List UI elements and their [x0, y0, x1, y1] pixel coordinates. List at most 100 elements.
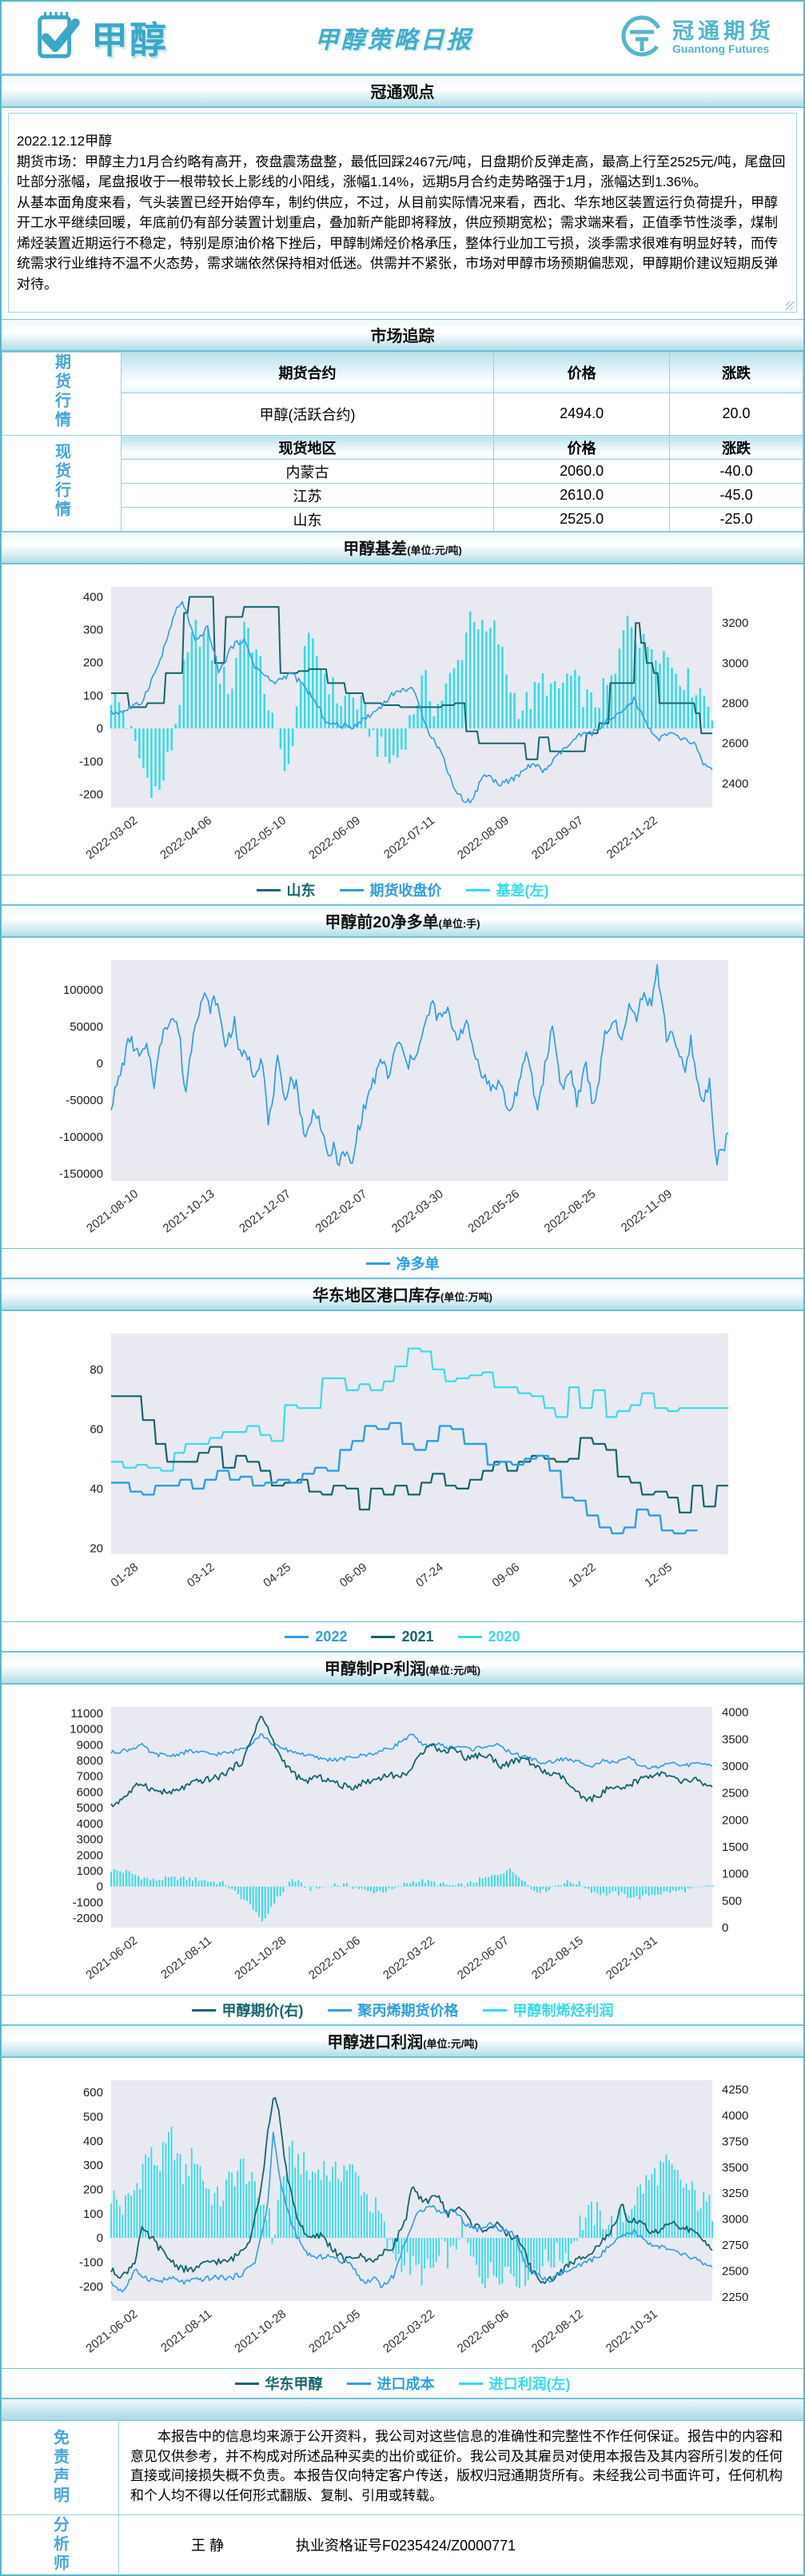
analyst-label: 分析师	[2, 2514, 119, 2574]
svg-text:0: 0	[97, 1880, 103, 1894]
svg-text:2022-09-07: 2022-09-07	[529, 814, 586, 863]
spot-price: 2525.0	[493, 507, 671, 532]
legend-dash-icon	[234, 2382, 259, 2385]
svg-text:09-06: 09-06	[489, 1561, 522, 1590]
market-banner: 市场追踪	[2, 319, 803, 352]
svg-text:4000: 4000	[722, 2109, 748, 2123]
legend-item: 山东	[256, 879, 316, 900]
svg-text:2022-06-09: 2022-06-09	[306, 814, 363, 863]
legend-dash-icon	[465, 888, 490, 891]
svg-text:50000: 50000	[70, 1020, 103, 1034]
svg-text:2022-02-07: 2022-02-07	[313, 1187, 369, 1236]
svg-text:12-05: 12-05	[642, 1561, 675, 1590]
svg-text:2021-10-13: 2021-10-13	[161, 1187, 217, 1236]
net-long-chart: 100000 50000 0 -50000 -100000 -150000 2021-08-…	[2, 938, 803, 1248]
section-banner: 甲醇进口利润(单位:元/吨)	[2, 2025, 803, 2058]
spot-header-change: 涨跌	[669, 435, 803, 460]
spot-change: -25.0	[669, 507, 803, 532]
svg-text:2021-08-11: 2021-08-11	[158, 1934, 214, 1982]
svg-text:3000: 3000	[77, 1833, 103, 1847]
svg-text:2250: 2250	[722, 2291, 748, 2304]
market-table: 期货行情 期货合约 价格 涨跌 甲醇(活跃合约) 2494.0 20.0 现货行…	[2, 352, 803, 532]
svg-text:3000: 3000	[722, 1760, 748, 1773]
svg-text:2022-06-06: 2022-06-06	[455, 2307, 512, 2356]
spot-header-price: 价格	[493, 435, 671, 460]
divider-band	[2, 2399, 803, 2421]
svg-text:-200: -200	[79, 788, 103, 802]
svg-text:2600: 2600	[722, 737, 748, 751]
chart-section-pp-profit: 甲醇制PP利润(单位:元/吨) 11000 10000 9000 8000 7000 60…	[2, 1652, 803, 2025]
spot-price: 2610.0	[493, 483, 671, 508]
disclaimer-section: 免责声明 本报告中的信息均来源于公开资料，我公司对这些信息的准确性和完整性不作任…	[2, 2421, 803, 2515]
legend-item: 净多单	[365, 1253, 440, 1274]
svg-text:2021-10-28: 2021-10-28	[232, 2307, 289, 2356]
chart-section-basis: 甲醇基差(单位:元/吨) 400 300 200 100 0 -100 -200 3200 30…	[2, 532, 803, 905]
svg-text:2021-10-28: 2021-10-28	[232, 1934, 289, 1983]
section-banner: 华东地区港口库存(单位:万吨)	[2, 1278, 803, 1311]
svg-text:01-28: 01-28	[108, 1561, 141, 1590]
svg-text:6000: 6000	[77, 1785, 103, 1799]
svg-text:1000: 1000	[722, 1868, 748, 1881]
svg-text:2022-08-12: 2022-08-12	[529, 2307, 586, 2356]
svg-text:10000: 10000	[70, 1723, 103, 1737]
svg-text:2022-08-25: 2022-08-25	[542, 1187, 599, 1236]
analyst-section: 分析师 王 静 执业资格证号F0235424/Z0000771	[2, 2514, 803, 2574]
legend-item: 2021	[371, 1629, 434, 1645]
svg-text:600: 600	[83, 2086, 103, 2099]
section-banner: 甲醇前20净多单(单位:手)	[2, 905, 803, 938]
resize-handle-icon[interactable]	[786, 301, 795, 310]
svg-text:07-24: 07-24	[413, 1561, 446, 1590]
svg-text:80: 80	[90, 1363, 103, 1377]
legend-item: 甲醇期价(右)	[191, 2000, 304, 2020]
table-row: 甲醇(活跃合约) 2494.0 20.0	[2, 392, 803, 437]
svg-text:3000: 3000	[722, 656, 748, 670]
svg-text:2021-12-07: 2021-12-07	[237, 1187, 293, 1236]
futures-change: 20.0	[669, 392, 803, 437]
svg-text:1500: 1500	[722, 1840, 748, 1854]
legend-item: 华东甲醇	[234, 2373, 323, 2394]
svg-text:3200: 3200	[722, 616, 748, 630]
opinion-text-box[interactable]: 2022.12.12甲醇 期货市场：甲醇主力1月合约略有高开，夜盘震荡盘整，最低…	[8, 113, 797, 313]
svg-text:2500: 2500	[722, 1787, 748, 1800]
svg-text:2022-03-22: 2022-03-22	[381, 2307, 437, 2356]
svg-text:06-09: 06-09	[337, 1561, 370, 1590]
basis-chart-legend: 山东 期货收盘价 基差(左)	[2, 875, 803, 905]
svg-text:-150000: -150000	[59, 1167, 103, 1181]
svg-text:2021-08-10: 2021-08-10	[84, 1187, 141, 1236]
legend-dash-icon	[327, 2008, 352, 2012]
methanol-logo: 甲醇	[30, 7, 168, 69]
svg-text:2022-03-22: 2022-03-22	[381, 1934, 437, 1983]
disclaimer-text: 本报告中的信息均来源于公开资料，我公司对这些信息的准确性和完整性不作任何保证。报…	[130, 2429, 783, 2503]
svg-text:2022-10-31: 2022-10-31	[604, 1934, 660, 1983]
svg-text:100: 100	[83, 689, 103, 703]
svg-text:4000: 4000	[722, 1706, 748, 1720]
svg-text:100000: 100000	[63, 983, 103, 997]
svg-text:300: 300	[83, 624, 103, 637]
table-row: 内蒙古 2060.0 -40.0	[2, 459, 803, 484]
legend-item: 2020	[457, 1629, 520, 1645]
legend-item: 聚丙烯期货价格	[327, 2000, 459, 2020]
svg-text:3500: 3500	[722, 2161, 748, 2175]
spot-region: 内蒙古	[120, 459, 495, 484]
legend-dash-icon	[371, 1635, 396, 1638]
svg-text:100: 100	[83, 2207, 103, 2221]
futures-header-price: 价格	[493, 352, 671, 393]
svg-text:-100: -100	[79, 2255, 103, 2269]
svg-text:2021-08-11: 2021-08-11	[158, 2307, 214, 2355]
svg-text:2021-06-02: 2021-06-02	[83, 1934, 140, 1983]
svg-text:3000: 3000	[722, 2213, 748, 2227]
svg-text:-100000: -100000	[59, 1130, 103, 1144]
svg-text:2022-08-09: 2022-08-09	[455, 814, 512, 863]
svg-text:11000: 11000	[70, 1707, 103, 1721]
port-inventory-chart: 80 60 40 20 01-28 03-12 04-25 06-09 07-24 09-06 10…	[2, 1311, 803, 1621]
svg-text:-200: -200	[79, 2280, 103, 2294]
opinion-banner: 冠通观点	[2, 75, 803, 108]
svg-text:2022-07-11: 2022-07-11	[381, 814, 437, 862]
svg-text:200: 200	[83, 2183, 103, 2196]
svg-text:2022-04-06: 2022-04-06	[157, 814, 214, 863]
svg-text:2022-08-15: 2022-08-15	[529, 1934, 586, 1983]
legend-dash-icon	[482, 2008, 507, 2012]
futures-header-change: 涨跌	[669, 352, 803, 393]
spot-region: 江苏	[120, 483, 495, 508]
svg-text:2021-06-02: 2021-06-02	[83, 2307, 140, 2356]
